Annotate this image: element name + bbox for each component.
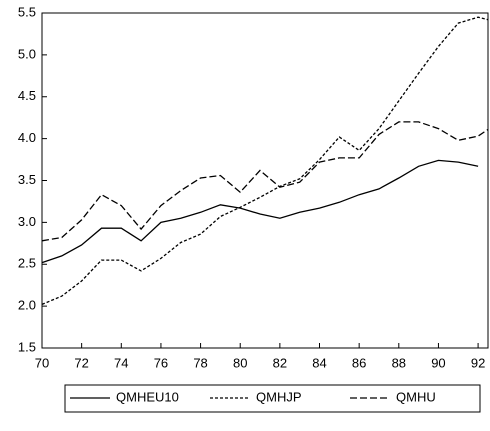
y-tick-label: 2.0 bbox=[18, 298, 36, 313]
x-tick-label: 90 bbox=[431, 355, 445, 370]
x-tick-label: 80 bbox=[233, 355, 247, 370]
x-tick-label: 88 bbox=[392, 355, 406, 370]
y-tick-label: 2.5 bbox=[18, 256, 36, 271]
y-tick-label: 4.5 bbox=[18, 88, 36, 103]
legend-box bbox=[64, 384, 481, 413]
x-tick-label: 78 bbox=[193, 355, 207, 370]
plot-frame bbox=[41, 12, 489, 349]
y-tick-label: 3.0 bbox=[18, 214, 36, 229]
legend-label: QMHU bbox=[396, 389, 436, 404]
x-tick-label: 82 bbox=[273, 355, 287, 370]
x-tick-label: 70 bbox=[35, 355, 49, 370]
series-line bbox=[41, 16, 489, 305]
y-tick-label: 3.5 bbox=[18, 172, 36, 187]
x-tick-label: 74 bbox=[114, 355, 128, 370]
y-tick-label: 1.5 bbox=[18, 339, 36, 354]
x-tick-label: 92 bbox=[471, 355, 485, 370]
series-line bbox=[41, 159, 479, 264]
x-tick-label: 76 bbox=[154, 355, 168, 370]
y-tick-label: 5.5 bbox=[18, 4, 36, 19]
y-tick-label: 5.0 bbox=[18, 46, 36, 61]
x-tick-label: 72 bbox=[74, 355, 88, 370]
x-tick-label: 86 bbox=[352, 355, 366, 370]
series-line bbox=[41, 121, 489, 242]
legend-label: QMHEU10 bbox=[116, 389, 179, 404]
x-tick-label: 84 bbox=[312, 355, 326, 370]
legend-label: QMHJP bbox=[256, 389, 302, 404]
y-tick-label: 4.0 bbox=[18, 130, 36, 145]
